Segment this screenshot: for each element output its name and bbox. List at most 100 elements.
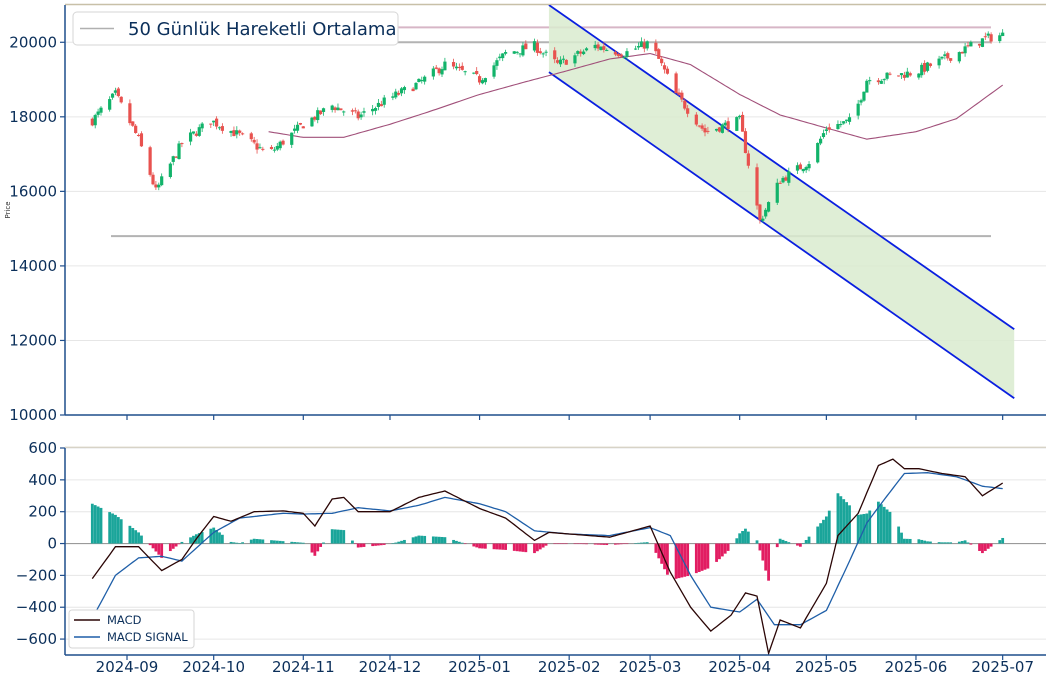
candle-body (232, 130, 236, 137)
candle-body (437, 68, 441, 74)
candle-body (475, 70, 479, 75)
price-y-ticks: 10000 12000 14000 16000 18000 20000 (9, 33, 65, 424)
candle-body (738, 115, 742, 118)
candle-body (217, 127, 222, 129)
macd-histogram-bar (905, 538, 909, 544)
macd-histogram-bar (457, 541, 461, 544)
macd-histogram-bar (290, 541, 294, 544)
candle-body (391, 96, 395, 98)
candle-body (596, 44, 600, 49)
macd-legend: MACD MACD SIGNAL (68, 609, 195, 649)
macd-histogram-bar (301, 542, 305, 544)
macd-histogram-bar (293, 542, 297, 544)
candle-body (897, 75, 901, 77)
candle-body (423, 76, 427, 82)
macd-histogram-bar (452, 539, 455, 544)
macd-histogram-bar (197, 533, 201, 544)
candle-body (431, 68, 435, 77)
candle-body (171, 156, 175, 162)
x-tick-label: 2025-05 (795, 658, 858, 676)
price-y-axis-label: Price (4, 201, 12, 218)
candle-body (795, 165, 800, 171)
macd-histogram-bar (111, 513, 114, 544)
macd-histogram-bar (174, 543, 178, 547)
candle-body (613, 52, 618, 55)
candle-body (804, 167, 808, 171)
macd-histogram-bar (559, 543, 562, 545)
macd-histogram-bar (313, 543, 317, 556)
candle-body (477, 76, 482, 83)
macd-histogram-bar (937, 542, 941, 544)
candle-body (593, 44, 597, 49)
macd-histogram-bar (455, 540, 458, 544)
macd-histogram-bar (475, 543, 479, 548)
macd-histogram-bar (180, 541, 184, 544)
macd-histogram-bar (137, 532, 140, 544)
candle-body (862, 91, 866, 101)
macd-histogram-bar (336, 529, 340, 544)
candle-body (969, 42, 973, 47)
macd-histogram-bar (856, 514, 860, 544)
candle-body (151, 174, 155, 185)
macd-tick-label: −400 (16, 598, 57, 616)
candle-body (758, 204, 762, 221)
macd-histogram-bar (981, 543, 984, 554)
candle-body (579, 51, 583, 54)
candle-body (177, 143, 181, 160)
candle-body (983, 36, 987, 38)
macd-histogram-bar (720, 543, 724, 557)
candle-body (885, 72, 889, 79)
macd-histogram-bar (573, 543, 577, 545)
candle-body (249, 133, 253, 140)
candle-body (524, 43, 528, 50)
macd-histogram-bar (622, 543, 626, 545)
macd-histogram-bar (235, 542, 239, 544)
candle-body (726, 121, 730, 129)
candle-body (281, 140, 285, 145)
candle-body (1001, 32, 1005, 37)
macd-histogram-bar (515, 543, 519, 552)
candle-body (949, 58, 953, 61)
macd-histogram-bar (923, 540, 927, 544)
ma50-line (268, 52, 1004, 140)
macd-histogram-bar (481, 543, 484, 549)
macd-histogram-bar (252, 538, 256, 544)
macd-histogram-bar (926, 541, 929, 544)
candle-body (665, 68, 670, 74)
candle-body (157, 184, 161, 188)
macd-tick-label: −600 (16, 630, 57, 648)
candle-body (339, 108, 343, 111)
macd-histogram-bar (359, 543, 363, 548)
macd-tick-label: 0 (47, 535, 57, 553)
macd-histogram-bar (512, 543, 516, 551)
candle-body (538, 51, 542, 54)
macd-histogram-bar (316, 543, 320, 552)
candle-body (174, 156, 178, 158)
macd-histogram-bar (683, 543, 687, 577)
macd-histogram-bar (767, 543, 770, 581)
macd-histogram-bar (920, 539, 924, 544)
macd-histogram-bar (634, 543, 638, 544)
macd-histogram-bar (903, 538, 906, 544)
macd-histogram-bar (735, 538, 739, 544)
candle-body (501, 53, 505, 59)
candle-body (564, 59, 568, 65)
macd-histogram-bar (983, 543, 987, 551)
macd-histogram-bar (322, 542, 325, 544)
candle-body (868, 80, 872, 82)
candle-body (371, 108, 375, 112)
macd-histogram-bar (431, 536, 435, 544)
macd-histogram-bar (801, 543, 805, 544)
candle-body (625, 51, 629, 57)
macd-histogram-bar (640, 542, 643, 544)
macd-histogram-bar (400, 540, 403, 544)
candle-body (917, 73, 921, 78)
candle-body (943, 54, 947, 56)
macd-histogram-bar (868, 510, 872, 544)
macd-histogram-bar (738, 533, 742, 544)
candle-body (402, 87, 407, 91)
candle-body (836, 124, 840, 130)
candle-body (616, 53, 620, 56)
macd-histogram-bar (657, 543, 661, 559)
candle-body (316, 110, 320, 121)
